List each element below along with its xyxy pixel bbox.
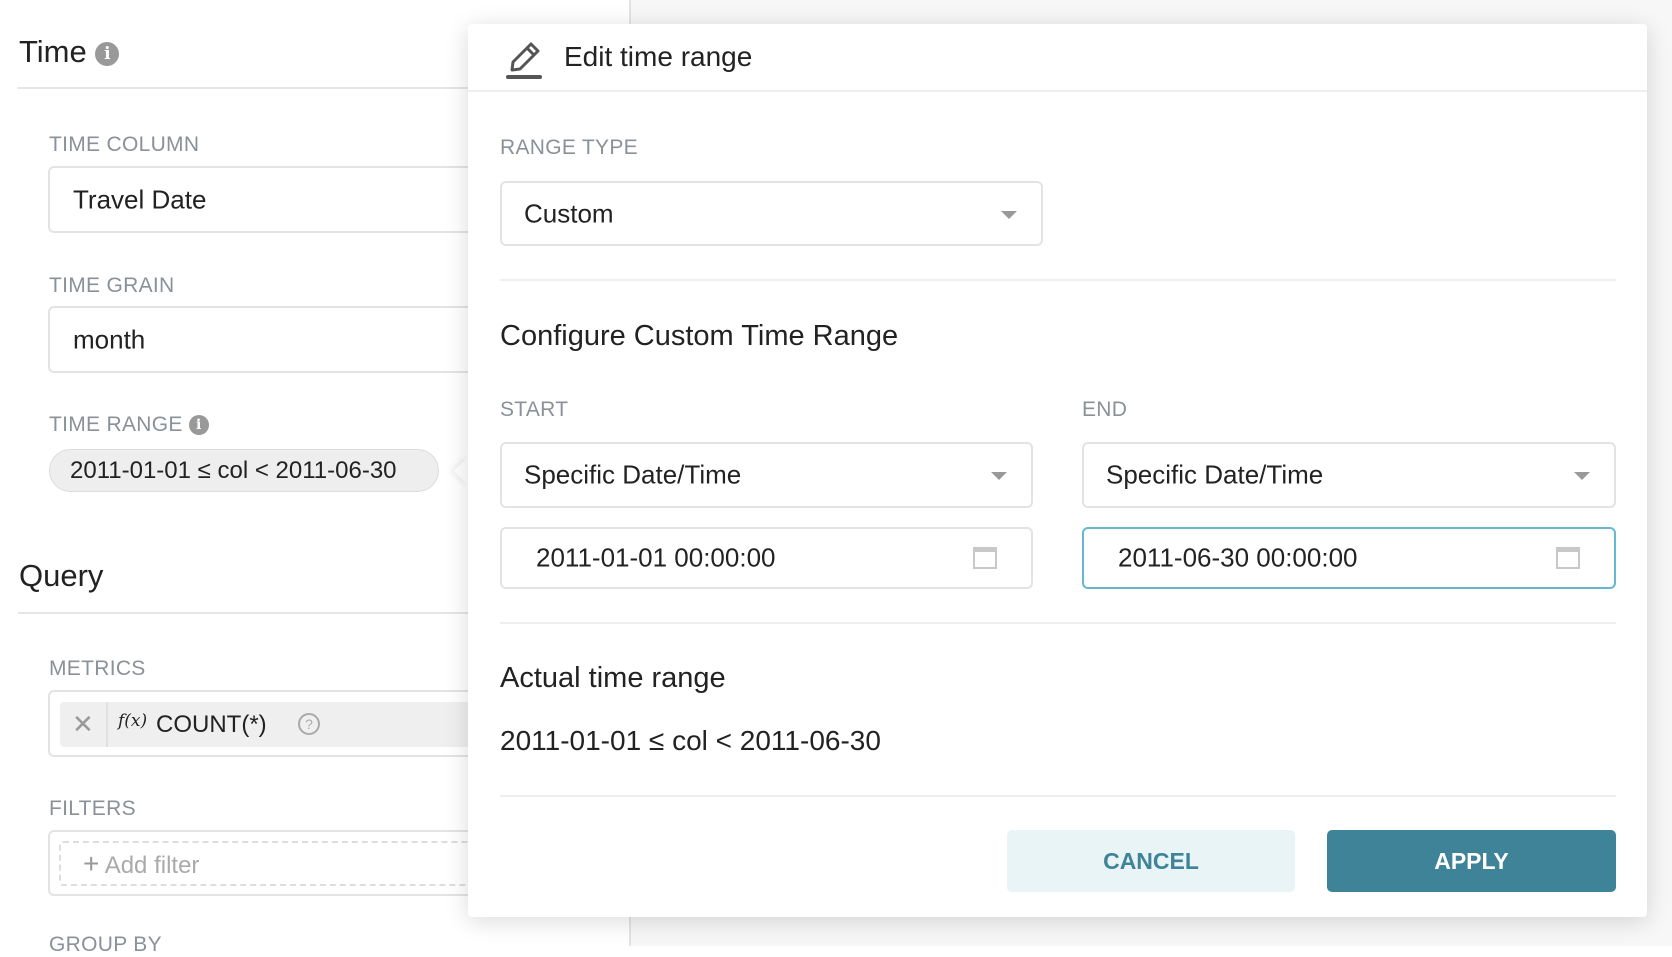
header-divider — [468, 90, 1647, 92]
query-section-title: Query — [19, 558, 104, 593]
pencil-icon — [506, 42, 542, 79]
range-type-value: Custom — [524, 198, 614, 228]
chip-separator — [106, 702, 108, 747]
time-column-value: Travel Date — [73, 184, 207, 214]
add-filter-button[interactable]: + Add filter — [59, 841, 499, 886]
time-column-label: TIME COLUMN — [49, 133, 200, 156]
apply-button[interactable]: APPLY — [1327, 830, 1616, 892]
range-type-select[interactable]: Custom — [500, 181, 1043, 246]
group-by-label: GROUP BY — [49, 933, 162, 956]
start-date-input[interactable]: 2011-01-01 00:00:00 — [500, 527, 1033, 589]
popover-title: Edit time range — [564, 41, 753, 72]
time-range-pill[interactable]: 2011-01-01 ≤ col < 2011-06-30 — [49, 449, 439, 492]
cancel-label: CANCEL — [1103, 848, 1199, 874]
start-label: START — [500, 398, 569, 421]
divider — [500, 795, 1616, 797]
filters-label: FILTERS — [49, 797, 136, 820]
range-type-label: RANGE TYPE — [500, 136, 638, 159]
apply-label: APPLY — [1434, 848, 1509, 874]
chevron-down-icon — [991, 472, 1007, 480]
start-mode-value: Specific Date/Time — [524, 459, 742, 490]
end-label: END — [1082, 398, 1128, 421]
divider — [500, 622, 1616, 624]
cancel-button[interactable]: CANCEL — [1007, 830, 1295, 892]
info-icon[interactable]: i — [188, 415, 209, 436]
info-icon[interactable]: i — [95, 41, 120, 66]
end-date-value: 2011-06-30 00:00:00 — [1118, 542, 1358, 573]
time-section-title: Time i — [19, 34, 120, 70]
help-icon[interactable]: ? — [298, 713, 320, 735]
divider — [500, 279, 1616, 281]
function-icon: f(x) — [118, 711, 148, 731]
time-column-select[interactable]: Travel Date — [48, 166, 508, 233]
start-mode-select[interactable]: Specific Date/Time — [500, 442, 1033, 508]
end-date-input[interactable]: 2011-06-30 00:00:00 — [1082, 527, 1616, 589]
divider — [18, 612, 478, 614]
chevron-down-icon — [1574, 472, 1590, 480]
metric-chip[interactable]: ✕ f(x) COUNT(*) ? — [60, 702, 510, 747]
edit-time-range-popover: Edit time range RANGE TYPE Custom Config… — [468, 24, 1647, 917]
end-mode-value: Specific Date/Time — [1106, 459, 1324, 490]
actual-range-heading: Actual time range — [500, 662, 726, 694]
metrics-label: METRICS — [49, 657, 146, 680]
actual-range-value: 2011-01-01 ≤ col < 2011-06-30 — [500, 725, 881, 756]
plus-icon: + — [83, 848, 100, 879]
calendar-icon[interactable] — [973, 547, 997, 569]
time-range-label-text: TIME RANGE — [49, 413, 183, 436]
metric-name: COUNT(*) — [156, 711, 267, 738]
calendar-icon[interactable] — [1556, 547, 1580, 569]
end-mode-select[interactable]: Specific Date/Time — [1082, 442, 1616, 508]
time-grain-select[interactable]: month — [48, 306, 508, 373]
time-title: Time — [19, 34, 87, 69]
start-date-value: 2011-01-01 00:00:00 — [536, 542, 776, 573]
divider — [18, 87, 478, 89]
time-grain-value: month — [73, 324, 146, 354]
filters-box: + Add filter — [48, 830, 508, 896]
chevron-down-icon — [1001, 210, 1017, 219]
metrics-box[interactable]: ✕ f(x) COUNT(*) ? — [48, 690, 510, 757]
time-grain-label: TIME GRAIN — [49, 274, 175, 297]
remove-metric-icon[interactable]: ✕ — [72, 709, 94, 739]
custom-range-heading: Configure Custom Time Range — [500, 320, 899, 352]
time-range-value: 2011-01-01 ≤ col < 2011-06-30 — [70, 457, 397, 484]
time-range-label: TIME RANGE i — [49, 413, 209, 437]
add-filter-label: Add filter — [104, 852, 200, 879]
